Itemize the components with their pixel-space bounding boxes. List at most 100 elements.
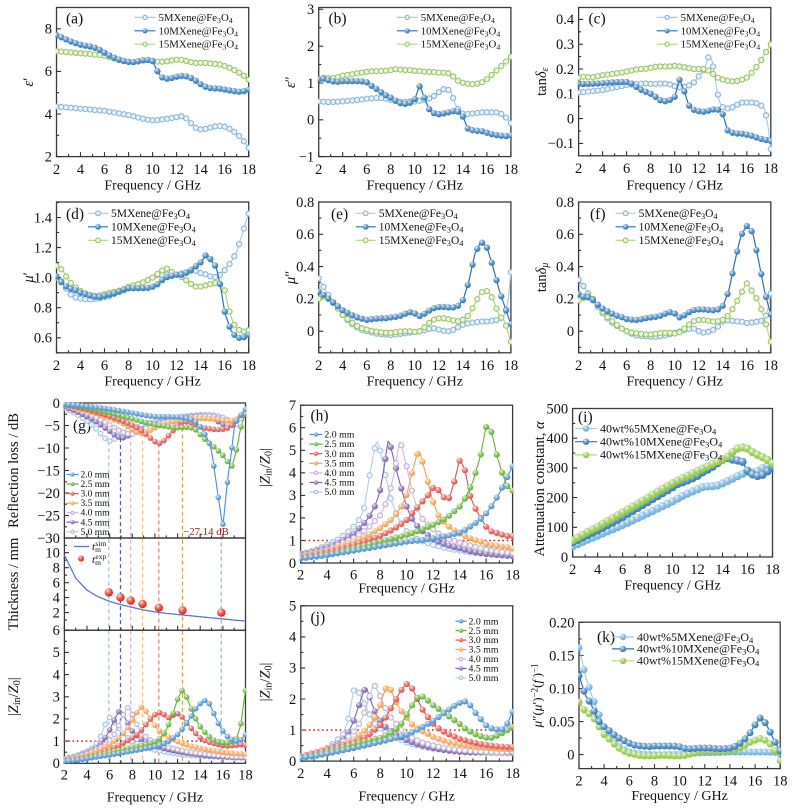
- svg-text:2: 2: [53, 605, 60, 621]
- svg-text:2.0 mm: 2.0 mm: [469, 616, 499, 627]
- svg-text:6: 6: [363, 162, 370, 178]
- svg-text:Frequency / GHz: Frequency / GHz: [104, 375, 200, 390]
- svg-text:2: 2: [53, 358, 60, 374]
- svg-text:5MXene@Fe3O4: 5MXene@Fe3O4: [639, 208, 719, 221]
- svg-text:10: 10: [148, 768, 163, 784]
- svg-text:10: 10: [667, 358, 682, 374]
- svg-text:14: 14: [456, 358, 471, 374]
- svg-text:Frequency / GHz: Frequency / GHz: [631, 789, 727, 804]
- svg-text:4: 4: [45, 107, 53, 123]
- svg-text:8: 8: [647, 358, 654, 374]
- svg-text:4: 4: [339, 162, 347, 178]
- svg-text:3.5 mm: 3.5 mm: [81, 499, 111, 509]
- svg-text:10: 10: [408, 358, 423, 374]
- svg-text:μ″(μ′)−2(f )−1: μ″(μ′)−2(f )−1: [530, 663, 545, 728]
- svg-text:5.0 mm: 5.0 mm: [324, 487, 354, 498]
- svg-text:5.0 mm: 5.0 mm: [81, 528, 111, 538]
- svg-text:0.8: 0.8: [556, 195, 574, 211]
- svg-text:14: 14: [716, 161, 731, 177]
- svg-text:5: 5: [289, 443, 296, 459]
- svg-text:−15: −15: [37, 463, 60, 479]
- svg-text:|Zin/Z0|: |Zin/Z0|: [6, 677, 23, 716]
- svg-text:Frequency / GHz: Frequency / GHz: [626, 179, 722, 194]
- svg-text:0.6: 0.6: [556, 227, 574, 243]
- svg-text:μ′: μ′: [21, 272, 37, 283]
- svg-text:10: 10: [672, 773, 687, 789]
- svg-text:4.0 mm: 4.0 mm: [324, 468, 354, 479]
- svg-text:4: 4: [77, 358, 85, 374]
- svg-text:18: 18: [504, 358, 519, 374]
- svg-text:4: 4: [601, 773, 609, 789]
- svg-text:2: 2: [45, 149, 52, 165]
- svg-text:2: 2: [61, 768, 68, 784]
- svg-text:4: 4: [599, 358, 607, 374]
- svg-text:40wt%5MXene@Fe3O4: 40wt%5MXene@Fe3O4: [637, 630, 754, 645]
- svg-text:0.15: 0.15: [549, 648, 574, 664]
- svg-text:4: 4: [599, 161, 607, 177]
- svg-text:2: 2: [575, 161, 582, 177]
- svg-text:1: 1: [307, 76, 314, 92]
- svg-text:100: 100: [546, 520, 568, 536]
- svg-text:0.4: 0.4: [296, 259, 315, 275]
- svg-text:12: 12: [169, 162, 184, 178]
- svg-text:|Zin/Z0|: |Zin/Z0|: [258, 663, 275, 702]
- svg-text:2: 2: [53, 712, 60, 728]
- svg-text:12: 12: [426, 766, 441, 782]
- svg-text:2: 2: [289, 692, 296, 708]
- svg-text:12: 12: [690, 562, 705, 578]
- svg-text:ε″: ε″: [283, 76, 299, 88]
- svg-text:18: 18: [764, 161, 779, 177]
- svg-text:15MXene@Fe3O4: 15MXene@Fe3O4: [159, 39, 239, 52]
- svg-text:8: 8: [125, 162, 132, 178]
- svg-text:0: 0: [307, 113, 314, 129]
- svg-text:18: 18: [238, 768, 253, 784]
- svg-text:12: 12: [432, 358, 447, 374]
- svg-text:40wt%15MXene@Fe3O4: 40wt%15MXene@Fe3O4: [637, 654, 760, 669]
- svg-text:6: 6: [53, 575, 60, 591]
- svg-text:0.4: 0.4: [556, 12, 575, 28]
- svg-text:18: 18: [504, 162, 519, 178]
- svg-text:8: 8: [125, 358, 132, 374]
- svg-text:6: 6: [350, 568, 357, 584]
- svg-text:18: 18: [505, 568, 520, 584]
- svg-text:2: 2: [315, 162, 322, 178]
- svg-text:18: 18: [241, 162, 256, 178]
- svg-text:0.2: 0.2: [296, 292, 314, 308]
- svg-text:14: 14: [193, 768, 208, 784]
- svg-text:Frequency / GHz: Frequency / GHz: [626, 375, 722, 390]
- svg-text:−27.14 dB: −27.14 dB: [183, 526, 229, 538]
- svg-text:14: 14: [452, 568, 467, 584]
- svg-text:10MXene@Fe3O4: 10MXene@Fe3O4: [421, 25, 501, 38]
- svg-text:14: 14: [193, 358, 208, 374]
- svg-text:2.0 mm: 2.0 mm: [324, 430, 354, 441]
- svg-text:2.5 mm: 2.5 mm: [469, 626, 499, 637]
- svg-text:0: 0: [567, 324, 574, 340]
- svg-text:(c): (c): [589, 11, 606, 28]
- svg-text:1.0: 1.0: [34, 270, 52, 286]
- svg-text:0: 0: [567, 111, 574, 127]
- svg-text:Frequency / GHz: Frequency / GHz: [367, 375, 463, 390]
- svg-text:0.20: 0.20: [549, 615, 574, 631]
- svg-text:15MXene@Fe3O4: 15MXene@Fe3O4: [379, 235, 465, 248]
- svg-text:2.5 mm: 2.5 mm: [81, 480, 111, 490]
- svg-text:6: 6: [363, 358, 370, 374]
- svg-text:5MXene@Fe3O4: 5MXene@Fe3O4: [379, 208, 459, 221]
- svg-text:16: 16: [216, 768, 231, 784]
- svg-text:Frequency / GHz: Frequency / GHz: [104, 179, 200, 194]
- svg-text:8: 8: [387, 358, 394, 374]
- svg-text:3.0 mm: 3.0 mm: [324, 449, 354, 460]
- svg-text:40wt%5MXene@Fe3O4: 40wt%5MXene@Fe3O4: [600, 421, 717, 436]
- svg-text:2.0 mm: 2.0 mm: [81, 471, 111, 481]
- svg-text:1: 1: [289, 723, 296, 739]
- svg-text:Thickness / mm: Thickness / mm: [6, 537, 22, 630]
- svg-text:−20: −20: [37, 486, 60, 502]
- svg-text:tanδμ: tanδμ: [534, 263, 551, 293]
- svg-text:10: 10: [667, 161, 682, 177]
- svg-text:40wt%10MXene@Fe3O4: 40wt%10MXene@Fe3O4: [600, 435, 723, 450]
- svg-text:6: 6: [45, 64, 52, 80]
- svg-text:10: 10: [145, 358, 160, 374]
- svg-text:|Zin/Z0|: |Zin/Z0|: [258, 448, 275, 487]
- svg-text:2: 2: [297, 568, 304, 584]
- svg-text:0.2: 0.2: [556, 292, 574, 308]
- svg-text:5.0 mm: 5.0 mm: [469, 673, 499, 684]
